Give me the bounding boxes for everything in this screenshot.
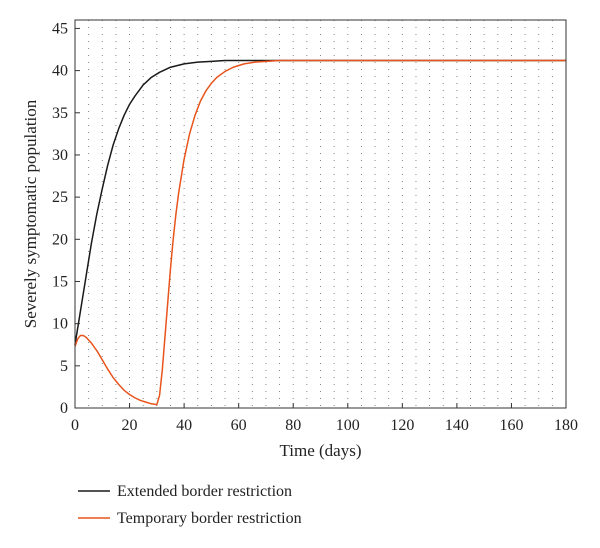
y-tick-label: 5: [60, 358, 68, 375]
plot-frame: [74, 19, 567, 409]
x-tick-label: 140: [445, 417, 469, 434]
x-tick-label: 100: [336, 417, 360, 434]
x-tick-label: 0: [71, 417, 79, 434]
y-tick-label: 10: [52, 316, 68, 333]
x-tick-label: 40: [176, 417, 192, 434]
x-tick-label: 160: [499, 417, 523, 434]
y-tick-label: 30: [52, 147, 68, 164]
legend-label-1: Extended border restriction: [117, 483, 292, 500]
y-tick-label: 25: [52, 189, 68, 206]
y-tick-label: 20: [52, 231, 68, 248]
grid: [88, 20, 553, 408]
y-tick-label: 0: [60, 400, 68, 417]
x-tick-label: 20: [122, 417, 138, 434]
ticks: 0 20 40 60 80 100 120 140 160 180 0 5 10 15 20 25 30 35 40…: [52, 20, 578, 434]
y-tick-label: 35: [52, 105, 68, 122]
y-tick-label: 15: [52, 273, 68, 290]
series-line-2: [74, 59, 566, 406]
x-axis-label: Time (days): [279, 441, 361, 460]
legend-label-2: Temporary border restriction: [117, 510, 302, 527]
x-tick-label: 60: [231, 417, 247, 434]
y-tick-label: 45: [52, 20, 68, 37]
series-group: [74, 59, 566, 406]
y-tick-label: 40: [52, 63, 68, 80]
x-tick-label: 120: [390, 417, 414, 434]
y-axis-label: Severely symptomatic population: [21, 99, 40, 328]
legend: Extended border restriction Temporary bor…: [78, 483, 302, 527]
x-tick-label: 80: [285, 417, 301, 434]
x-tick-label: 180: [554, 417, 578, 434]
